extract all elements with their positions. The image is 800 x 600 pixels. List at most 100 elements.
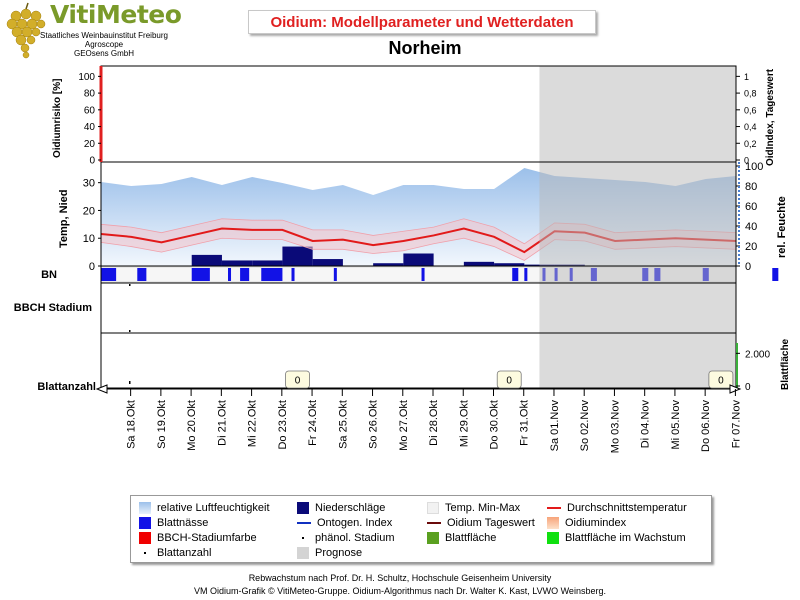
legend-label: Prognose: [315, 546, 363, 559]
x-tick-label: Di 04.Nov: [640, 400, 652, 449]
oidindex-axis-title: OidIndex, Tageswert: [765, 68, 776, 166]
oidindex-tick-label: 0,4: [744, 122, 757, 132]
legend-label: Durchschnittstemperatur: [567, 501, 687, 514]
legend-swatch: [297, 546, 309, 559]
legend-item: Temp. Min-Max: [427, 500, 520, 515]
leaf-count-label: Blattanzahl: [37, 381, 96, 393]
legend-swatch: [144, 551, 146, 554]
leaf-wetness-segment: [512, 268, 519, 281]
x-tick-label: So 19.Okt: [156, 400, 168, 449]
x-tick-label: Do 30.Okt: [488, 400, 500, 450]
x-tick-label: Sa 01.Nov: [549, 400, 561, 452]
location-title: Norheim: [388, 38, 462, 58]
precipitation-bar: [494, 263, 525, 266]
grape-icon: [6, 2, 46, 59]
precipitation-bar: [282, 246, 313, 266]
legend-item: Blattfläche im Wachstum: [547, 530, 686, 545]
legend-item: phänol. Stadium: [297, 530, 395, 545]
leaf-area-axis-title: Blattfläche: [780, 338, 791, 390]
legend-item: Niederschläge: [297, 500, 385, 515]
x-tick-label: Fr 31.Okt: [519, 400, 531, 446]
bbch-label: BBCH Stadium: [14, 302, 92, 314]
legend: relative Luftfeuchtigkeit Niederschläge Te…: [130, 495, 712, 563]
legend-swatch: [302, 536, 304, 539]
legend-label: Niederschläge: [315, 501, 386, 514]
logo-wordmark: VitiMeteo: [50, 0, 182, 29]
x-axis-left-arrow-icon: [95, 384, 108, 394]
bbch-point: [129, 284, 131, 286]
oidindex-tick-label: 0,2: [744, 139, 757, 149]
legend-label: Blattnässe: [157, 516, 209, 529]
leaf-wetness-segment: [291, 268, 295, 281]
temp-tick-label: 20: [83, 205, 95, 217]
x-tick-label: Do 06.Nov: [700, 400, 712, 452]
leaf-count-marker: [285, 370, 310, 389]
legend-swatch: [139, 531, 151, 544]
risk-tick-label: 60: [84, 105, 96, 116]
leaf-wetness-segment: [101, 268, 117, 281]
humidity-tick-label: 80: [745, 181, 757, 193]
leaf-wetness-segment: [228, 268, 232, 281]
legend-label: Blattfläche im Wachstum: [565, 531, 686, 544]
legend-item: relative Luftfeuchtigkeit: [139, 500, 270, 515]
leaf-wetness-segment: [137, 268, 147, 281]
legend-swatch: [427, 531, 439, 544]
legend-label: relative Luftfeuchtigkeit: [157, 501, 270, 514]
legend-item: Blattfläche: [427, 530, 496, 545]
humidity-tick-label: 20: [745, 241, 757, 253]
risk-tick-label: 100: [78, 72, 95, 83]
x-tick-label: Do 23.Okt: [277, 400, 289, 450]
legend-swatch: [547, 531, 559, 544]
x-tick-label: Sa 25.Okt: [337, 400, 349, 449]
precipitation-bar: [252, 260, 283, 266]
legend-item: Prognose: [297, 545, 362, 560]
risk-tick-label: 20: [84, 139, 96, 150]
leaf-count-marker-label: 0: [506, 376, 512, 387]
legend-item: Durchschnittstemperatur: [547, 500, 687, 515]
temp-tick-label: 10: [83, 233, 95, 245]
risk-tick-label: 80: [84, 89, 96, 100]
humidity-tick-label: 100: [745, 161, 763, 173]
risk-tick-label: 0: [89, 156, 95, 167]
precipitation-bar: [373, 263, 404, 266]
oidindex-tick-label: 0: [744, 156, 749, 166]
logo-line-3: GEOsens GmbH: [73, 49, 134, 58]
legend-item: Ontogen. Index: [297, 515, 392, 530]
logo-line-2: Agroscope: [84, 40, 124, 49]
logo-line-1: Staatliches Weinbauinstitut Freiburg: [40, 31, 168, 40]
x-tick-label: So 26.Okt: [368, 400, 380, 449]
footer-line-1: Rebwachstum nach Prof. Dr. H. Schultz, H…: [248, 573, 552, 583]
legend-label: Blattfläche: [445, 531, 497, 544]
footer-line-2: VM Oidium-Grafik © VitiMeteo-Gruppe. Oid…: [194, 586, 606, 596]
chart-title-box: Oidium: Modellparameter und Wetterdaten: [248, 10, 596, 34]
precipitation-bar: [403, 253, 434, 266]
leaf-wetness-segment: [333, 268, 337, 281]
leaf-wetness-label: BN: [41, 269, 57, 281]
leaf-count-marker: [708, 370, 734, 389]
x-tick-label: Di 28.Okt: [428, 400, 440, 446]
vitimeteo-logo: VitiMeteo Staatliches Weinbauinstitut Fr…: [4, 0, 194, 62]
x-tick-label: Mi 29.Okt: [458, 400, 470, 447]
precipitation-bar: [191, 254, 222, 266]
legend-label: phänol. Stadium: [315, 531, 395, 544]
leaf-area-tick-label: 2.000: [745, 349, 770, 360]
leaf-count-marker-label: 0: [718, 376, 724, 387]
temp-axis-title: Temp, Nied: [58, 190, 70, 248]
legend-item: Oidiumindex: [547, 515, 626, 530]
legend-swatch: [547, 506, 561, 509]
x-tick-label: Mo 27.Okt: [398, 400, 410, 451]
legend-item: Blattnässe: [139, 515, 208, 530]
x-tick-label: Mi 22.Okt: [247, 400, 259, 447]
legend-swatch: [427, 521, 441, 524]
humidity-tick-label: 40: [745, 221, 757, 233]
legend-swatch: [139, 516, 151, 529]
risk-axis-title: Oidiumrisiko [%]: [52, 79, 63, 158]
leaf-wetness-segment: [421, 268, 425, 281]
oidindex-tick-label: 0,6: [744, 105, 757, 115]
leaf-area-tick-label: 0: [745, 382, 751, 393]
prognosis-shade: [539, 66, 736, 388]
oidindex-tick-label: 0,8: [744, 89, 757, 99]
x-tick-label: Mo 03.Nov: [609, 400, 621, 454]
leaf-count-marker-label: 0: [295, 376, 301, 387]
